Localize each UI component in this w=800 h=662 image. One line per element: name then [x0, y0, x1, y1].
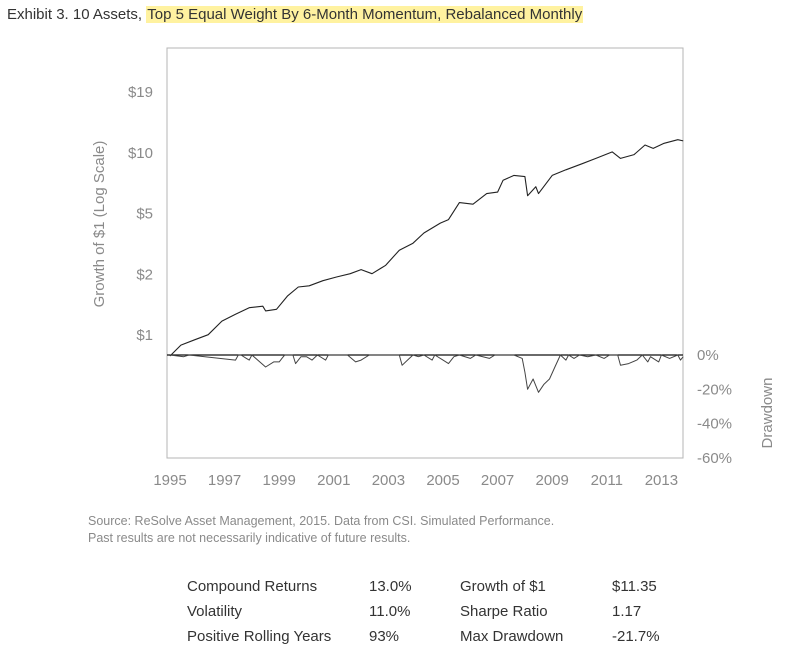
source-note: Source: ReSolve Asset Management, 2015. …	[88, 513, 554, 547]
y-tick-label: $19	[128, 84, 153, 101]
x-tick-label: 1997	[208, 472, 241, 489]
x-tick-label: 2003	[372, 472, 405, 489]
stat-label: Sharpe Ratio	[460, 603, 548, 620]
x-tick-label: 1995	[153, 472, 186, 489]
x-tick-label: 2007	[481, 472, 514, 489]
x-tick-label: 1999	[263, 472, 296, 489]
x-tick-label: 2005	[426, 472, 459, 489]
growth-drawdown-chart: $19 $10 $5 $2 $1 0% -20% -40% -60% 1995 1997 1999…	[91, 47, 776, 489]
title-prefix: Exhibit 3. 10 Assets,	[7, 6, 147, 23]
stat-value: $11.35	[612, 578, 657, 595]
source-line-1: Source: ReSolve Asset Management, 2015. …	[88, 514, 555, 528]
stat-label: Max Drawdown	[460, 628, 564, 645]
stats-right-values: $11.35 1.17 -21.7%	[612, 574, 660, 649]
drawdown-tick-label: -60%	[697, 450, 732, 467]
stats-right-labels: Growth of $1 Sharpe Ratio Max Drawdown	[460, 574, 563, 649]
stat-label: Positive Rolling Years	[187, 628, 332, 645]
drawdown-tick-label: -40%	[697, 416, 732, 433]
y-tick-label: $5	[136, 206, 153, 223]
stat-value: 93%	[369, 628, 400, 645]
source-line-2: Past results are not necessarily indicat…	[88, 531, 411, 545]
stats-left-values: 13.0% 11.0% 93%	[369, 574, 412, 649]
stat-label: Compound Returns	[187, 578, 318, 595]
y-tick-label: $2	[136, 266, 153, 283]
title-highlight: Top 5 Equal Weight By 6-Month Momentum, …	[146, 6, 584, 23]
stat-label: Growth of $1	[460, 578, 546, 595]
plot-frame	[166, 47, 684, 459]
x-tick-label: 2013	[645, 472, 678, 489]
drawdown-tick-label: 0%	[697, 347, 719, 364]
exhibit-title: Exhibit 3. 10 Assets, Top 5 Equal Weight…	[7, 6, 584, 23]
stat-value: 1.17	[612, 603, 642, 620]
drawdown-series-line	[169, 354, 684, 393]
x-tick-label: 2001	[317, 472, 350, 489]
x-tick-label: 2011	[591, 472, 623, 489]
x-tick-label: 2009	[536, 472, 569, 489]
growth-series-line	[169, 139, 684, 357]
stat-value: -21.7%	[612, 628, 660, 645]
drawdown-tick-label: -20%	[697, 381, 732, 398]
y-axis-label-growth: Growth of $1 (Log Scale)	[91, 141, 108, 308]
y-tick-label: $1	[136, 327, 153, 344]
y-tick-label: $10	[128, 145, 153, 162]
y-axis-label-drawdown: Drawdown	[759, 378, 776, 449]
stats-left-labels: Compound Returns Volatility Positive Rol…	[187, 574, 331, 649]
stat-value: 11.0%	[369, 603, 411, 620]
stat-value: 13.0%	[369, 578, 412, 595]
stat-label: Volatility	[187, 603, 243, 620]
